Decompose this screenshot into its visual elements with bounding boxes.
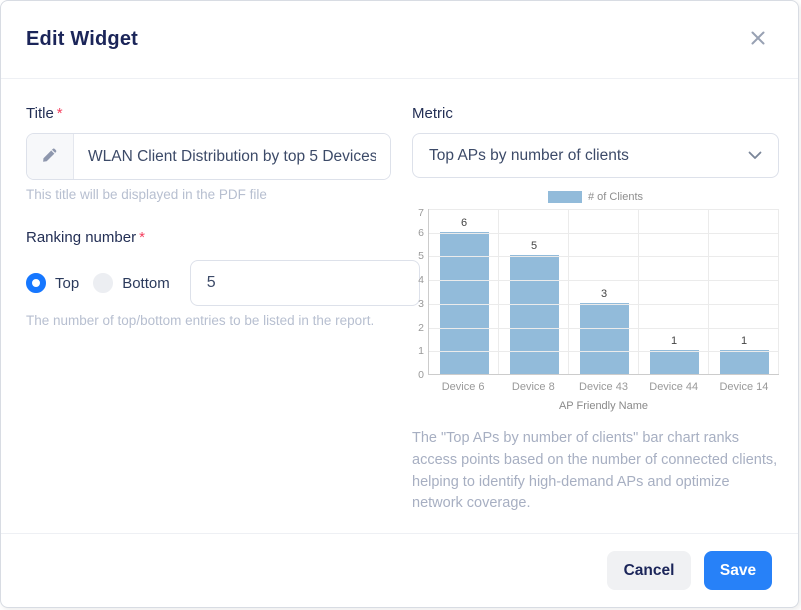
title-helper-text: This title will be displayed in the PDF … [26,187,267,202]
bar-value-label: 6 [460,216,468,229]
bar [509,255,559,374]
pencil-icon [40,144,60,169]
y-tick-label: 3 [418,297,424,310]
modal-footer: Cancel Save [1,533,798,607]
save-button[interactable]: Save [704,551,772,590]
v-gridline [568,209,569,374]
v-gridline [498,209,499,374]
chart-band: 5 [499,209,569,374]
chart-band: 1 [709,209,779,374]
ranking-field-label: Ranking number * [26,229,391,246]
bar-value-label: 1 [740,335,748,348]
radio-option-bottom[interactable]: Bottom [93,273,184,293]
chevron-down-icon [748,147,762,165]
radio-top-label: Top [55,274,80,292]
chart-band: 6 [429,209,499,374]
plot-area: 6 5 3 1 1 [428,209,779,375]
h-gridline [429,280,779,282]
h-gridline [429,209,779,210]
v-gridline [638,209,639,374]
x-tick-label: Device 43 [579,381,628,393]
chart-legend: # of Clients [412,189,779,205]
x-tick-label: Device 8 [511,381,555,393]
chart-description: The "Top APs by number of clients" bar c… [412,430,778,512]
title-required-mark: * [56,105,63,122]
x-tick-label: Device 6 [441,381,485,393]
y-tick-label: 5 [418,250,424,263]
h-gridline [429,256,779,258]
radio-bottom-label: Bottom [122,274,170,292]
y-tick-label: 0 [418,369,424,381]
ranking-helper-text: The number of top/bottom entries to be l… [26,313,375,328]
x-axis-labels: Device 6 Device 8 Device 43 Device 44 Device… [428,381,779,393]
modal-title: Edit Widget [26,28,139,50]
title-field-label: Title * [26,105,391,122]
legend-swatch [547,191,582,203]
left-column: Title* This title will be displayed in t… [26,95,420,533]
radio-top-icon[interactable] [26,273,46,293]
bar [439,231,489,374]
metric-select[interactable]: Top APs by number of clients [412,133,779,178]
y-tick-label: 4 [418,274,424,287]
title-input[interactable] [74,134,390,179]
x-tick-label: Device 44 [649,381,699,393]
y-tick-label: 6 [418,226,424,239]
close-icon [750,30,766,49]
v-gridline [708,209,709,374]
y-tick-label: 1 [418,345,424,358]
h-gridline [429,303,779,305]
bar-value-label: 3 [600,287,608,300]
bar-value-label: 1 [670,335,678,348]
bar [719,350,769,374]
title-input-group [26,133,391,180]
cancel-button[interactable]: Cancel [607,551,691,590]
bar-value-label: 5 [530,240,538,253]
h-gridline [429,351,779,353]
bar [649,350,699,374]
ranking-number-input[interactable] [189,260,420,306]
x-axis-title: AP Friendly Name [558,400,649,412]
radio-bottom-icon[interactable] [93,273,114,293]
chart-band: 1 [639,209,709,374]
chart-bands: 6 5 3 1 1 [429,209,779,374]
ranking-label-text: Ranking number [26,229,137,246]
right-column: Metric Top APs by number of clients # of… [412,95,779,533]
modal-body: Title* This title will be displayed in t… [1,79,798,533]
h-gridline [429,232,779,234]
metric-selected-value: Top APs by number of clients [429,146,629,164]
title-label-text: Title [26,105,54,122]
chart-plot-row: 0 1 2 3 4 5 6 7 6 5 3 1 1 [412,207,779,381]
title-input-prefix [27,134,74,179]
modal-header: Edit Widget [1,1,798,79]
h-gridline [429,327,779,329]
bar [579,302,629,374]
y-axis-labels: 0 1 2 3 4 5 6 7 [412,207,428,381]
v-gridline [778,209,779,374]
y-tick-label: 7 [418,207,424,219]
radio-option-top[interactable]: Top [26,273,93,293]
x-tick-label: Device 14 [719,381,769,393]
ranking-row: Top Bottom [26,260,420,306]
ranking-required-mark: * [139,229,145,246]
y-tick-label: 2 [418,321,424,334]
chart-band: 3 [569,209,639,374]
close-button[interactable] [746,28,770,52]
metric-field-label: Metric [412,105,453,122]
legend-label: # of Clients [587,191,644,203]
